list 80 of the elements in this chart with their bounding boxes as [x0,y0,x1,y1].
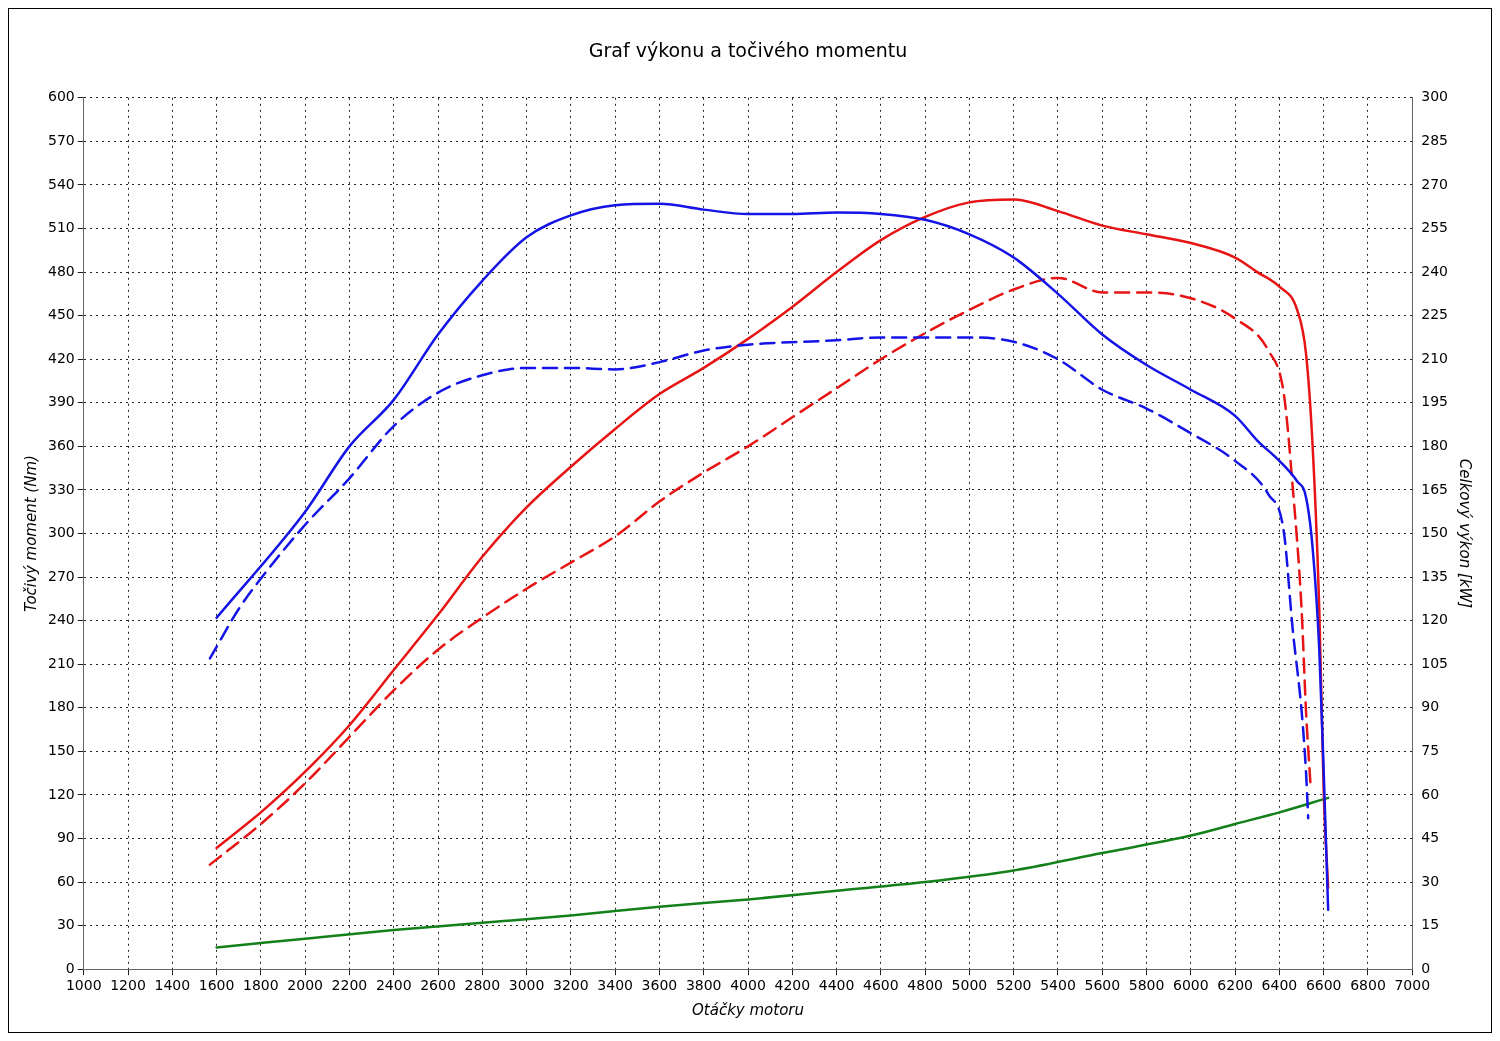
y-tick-label: 570 [47,132,75,149]
y-tick-label: 180 [47,698,75,715]
y-tick-label: 270 [47,567,75,584]
x-tick-label: 6000 [1173,977,1209,994]
y2-tick-label: 45 [1421,829,1440,846]
line-series [208,336,1310,820]
x-tick-label: 2400 [375,977,412,994]
x-tick-label: 1000 [65,977,102,994]
line-series [215,796,1330,949]
x-tick-label: 4800 [907,977,943,994]
y2-tick-label: 60 [1421,785,1440,802]
y2-tick-label: 195 [1421,393,1449,410]
x-tick-label: 4600 [863,977,899,994]
y2-tick-label: 210 [1421,349,1449,366]
x-tick-label: 1200 [110,977,146,994]
y2-tick-label: 180 [1421,437,1449,453]
x-tick-label: 5600 [1084,977,1121,994]
x-tick-label: 4200 [774,977,811,994]
y-tick-label: 90 [56,829,75,846]
y2-tick-label: 255 [1421,219,1449,236]
y-tick-label: 150 [47,741,75,758]
y-tick-label: 390 [47,393,75,410]
y2-tick-label: 270 [1421,175,1449,192]
y2-tick-label: 30 [1421,872,1440,889]
y-tick-label: 510 [47,219,75,236]
y-axis-title: Točivý moment (Nm) [21,455,40,612]
x-tick-label: 6600 [1305,977,1342,994]
y-tick-label: 480 [47,262,75,279]
x-tick-label: 3800 [685,977,722,994]
x-tick-label: 2000 [287,977,323,994]
x-tick-label: 5000 [951,977,988,994]
y2-tick-label: 75 [1421,741,1440,758]
x-tick-label: 4000 [730,977,766,994]
y2-tick-label: 135 [1421,567,1449,584]
x-tick-label: 1800 [243,977,279,994]
x-tick-label: 6400 [1261,977,1298,994]
x-tick-label: 7000 [1394,977,1431,994]
y2-tick-label: 0 [1421,959,1431,976]
y2-tick-label: 285 [1421,132,1449,149]
y-tick-label: 0 [65,959,75,976]
x-tick-label: 1600 [198,977,235,994]
y2-tick-label: 120 [1421,611,1449,628]
x-tick-label: 5200 [995,977,1032,994]
y2-tick-label: 225 [1421,306,1449,323]
chart-title: Graf výkonu a točivého momentu [588,39,908,62]
x-axis-title: Otáčky motoru [692,1000,804,1019]
y-tick-label: 120 [47,785,75,802]
x-tick-label: 3000 [508,977,545,994]
y2-tick-label: 165 [1421,480,1449,497]
x-tick-label: 5800 [1128,977,1165,994]
line-series [208,276,1312,866]
y-tick-label: 300 [47,524,75,541]
y-tick-label: 600 [47,88,75,105]
x-tick-label: 2600 [420,977,456,994]
y2-axis-title: Celkový výkon [kW] [1456,458,1475,609]
x-tick-label: 3600 [641,977,678,994]
y2-tick-label: 90 [1421,698,1440,715]
x-tick-label: 1400 [154,977,191,994]
y2-tick-label: 240 [1421,262,1449,279]
y-tick-label: 240 [47,611,75,628]
y2-tick-label: 15 [1421,916,1440,933]
x-tick-label: 4400 [818,977,855,994]
y-tick-label: 420 [47,349,75,366]
x-tick-label: 2200 [331,977,368,994]
y-tick-label: 540 [47,175,75,192]
x-tick-label: 6800 [1350,977,1386,994]
x-tick-label: 6200 [1217,977,1253,994]
y-tick-label: 210 [47,654,75,671]
y2-tick-label: 150 [1421,524,1449,541]
y-tick-label: 30 [56,916,75,933]
y2-tick-label: 300 [1421,88,1449,105]
y-tick-label: 330 [47,480,75,497]
y-tick-label: 360 [47,437,75,453]
y2-tick-label: 105 [1421,654,1449,671]
y-tick-label: 60 [56,872,75,889]
x-tick-label: 3200 [553,977,589,994]
x-tick-label: 3400 [597,977,633,994]
x-tick-label: 5400 [1040,977,1076,994]
x-tick-label: 2800 [464,977,501,994]
y-tick-label: 450 [47,306,75,323]
